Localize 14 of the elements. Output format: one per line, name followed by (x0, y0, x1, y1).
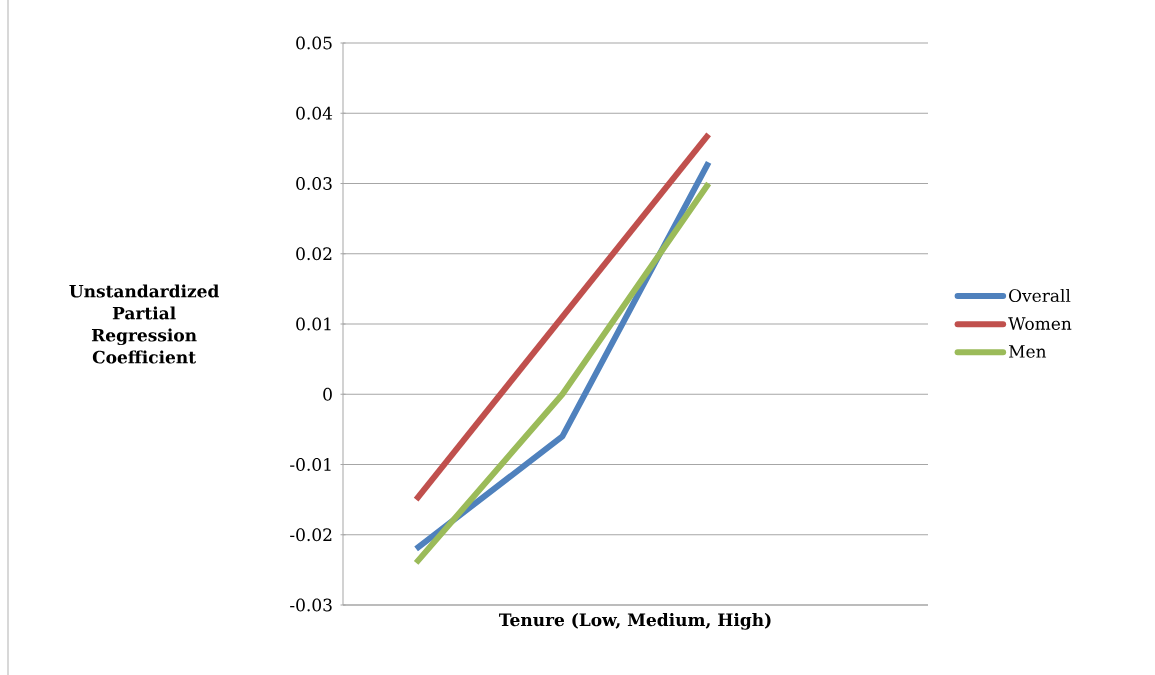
y-tick-label: 0.03 (296, 177, 332, 190)
x-axis-title: Tenure (Low, Medium, High) (499, 613, 771, 630)
y-tick-label: -0.02 (290, 528, 332, 542)
y-tick-label: 0 (323, 387, 332, 401)
legend-label: Men (1008, 345, 1047, 358)
y-tick-label: 0.02 (296, 247, 332, 261)
legend-label: Overall (1009, 288, 1071, 303)
y-tick-label: 0.01 (296, 317, 331, 331)
y-tick-label: 0.05 (296, 36, 332, 50)
y-axis-title: Unstandardized Partial Regression Coefficient (69, 284, 219, 364)
legend-label: Women (1008, 317, 1072, 330)
y-tick-label: -0.03 (290, 598, 332, 612)
y-tick-label: 0.04 (296, 106, 333, 120)
y-tick-label: -0.01 (290, 458, 331, 471)
